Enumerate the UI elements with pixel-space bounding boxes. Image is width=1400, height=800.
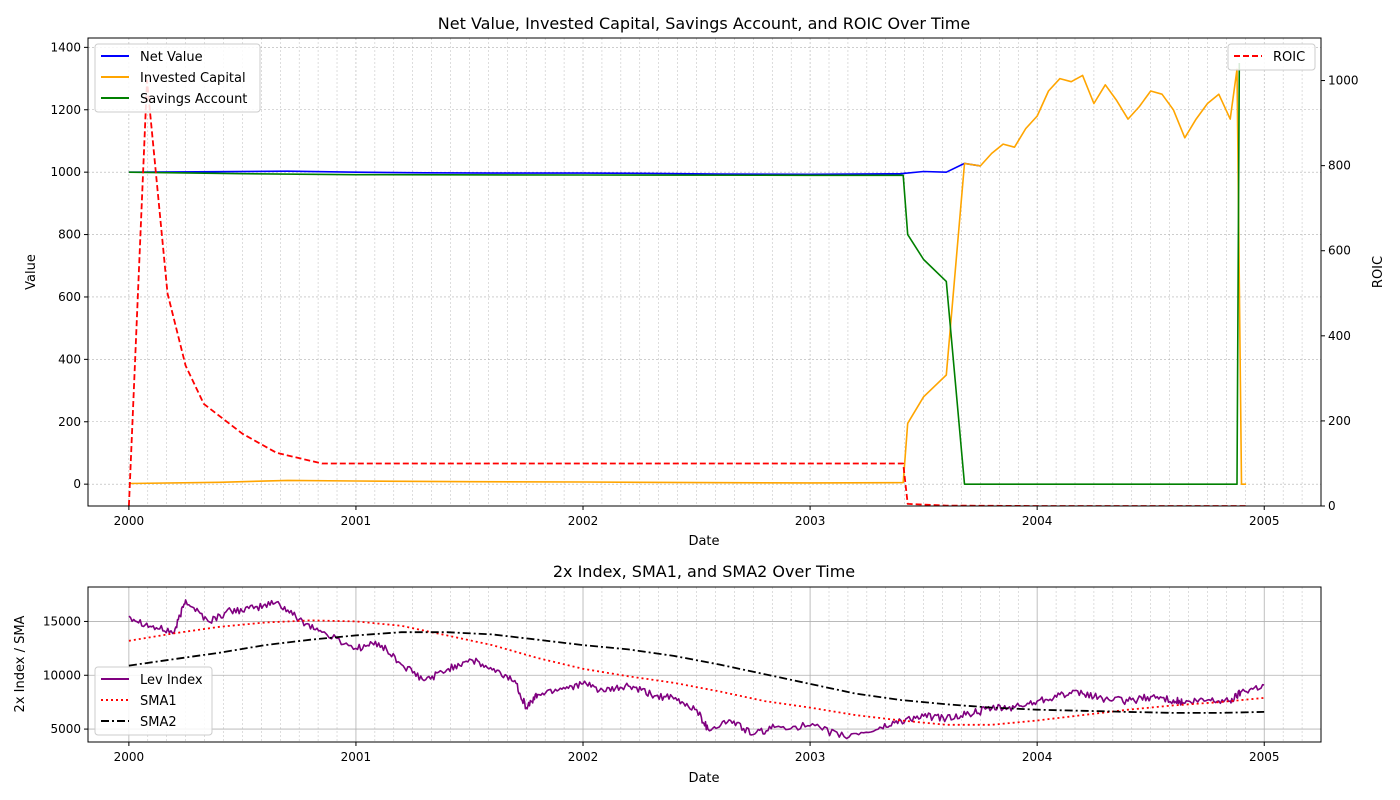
y-tick-label: 1200 [50,103,81,117]
y-tick-label: 400 [58,352,81,366]
y-tick-label: 0 [73,477,81,491]
bottom-chart-title: 2x Index, SMA1, and SMA2 Over Time [553,562,855,581]
x-tick-label: 2004 [1022,750,1053,764]
bottom-x-axis: 2000 2001 2002 2003 2004 2005 [114,742,1280,764]
y2-tick-label: 1000 [1328,74,1359,88]
top-chart-grid [88,38,1321,506]
y-tick-label: 1000 [50,165,81,179]
x-tick-label: 2001 [341,750,372,764]
y-tick-label: 15000 [43,614,81,628]
x-tick-label: 2002 [568,750,599,764]
y2-tick-label: 200 [1328,414,1351,428]
top-legend-right: ROIC [1227,43,1316,71]
bottom-chart-series [128,599,1265,740]
legend-label-sma2: SMA2 [140,715,177,730]
top-y-axis: 0 200 400 600 800 1000 1200 1400 [50,40,88,491]
legend-label-invested-capital: Invested Capital [140,71,246,86]
top-chart: Net Value, Invested Capital, Savings Acc… [24,14,1386,549]
top-legend-left: Net Value Invested Capital Savings Accou… [94,43,261,113]
series-line-sma1 [128,619,1265,726]
y-tick-label: 10000 [43,668,81,682]
series-line-savings-account [128,62,1241,485]
x-tick-label: 2003 [795,514,826,528]
y2-tick-label: 0 [1328,499,1336,513]
x-tick-label: 2001 [341,514,372,528]
bottom-y-axis: 5000 10000 15000 [43,614,88,736]
legend-label-savings-account: Savings Account [140,92,247,107]
legend-box [94,43,261,113]
legend-label-roic: ROIC [1273,50,1305,65]
series-line-lev-index [128,599,1265,740]
top-chart-frame [87,37,1322,507]
y-tick-label: 5000 [50,722,81,736]
y-tick-label: 800 [58,228,81,242]
bottom-chart-grid [88,587,1321,742]
legend-label-lev-index: Lev Index [140,673,203,688]
series-line-sma2 [128,631,1265,714]
x-tick-label: 2003 [795,750,826,764]
x-tick-label: 2000 [114,750,145,764]
legend-box [94,666,213,736]
series-line-roic [128,79,1247,506]
series-line-net-value [128,162,981,176]
x-tick-label: 2005 [1249,750,1280,764]
x-tick-label: 2004 [1022,514,1053,528]
legend-box [1227,43,1316,71]
legend-label-net-value: Net Value [140,50,203,65]
bottom-y-axis-label: 2x Index / SMA [13,615,28,712]
top-chart-title: Net Value, Invested Capital, Savings Acc… [438,14,970,33]
top-y2-axis: 0 200 400 600 800 1000 [1321,74,1359,513]
x-tick-label: 2005 [1249,514,1280,528]
top-chart-series [128,62,1247,506]
y-tick-label: 1400 [50,40,81,54]
top-x-axis-label: Date [688,534,719,549]
top-y2-axis-label: ROIC [1371,256,1386,288]
x-tick-label: 2002 [568,514,599,528]
bottom-chart-frame [87,586,1322,743]
series-line-invested-capital [128,68,1247,485]
bottom-legend: Lev Index SMA1 SMA2 [94,666,213,736]
y-tick-label: 600 [58,290,81,304]
bottom-chart: 2x Index, SMA1, and SMA2 Over Time 2000 2… [13,562,1322,786]
legend-label-sma1: SMA1 [140,694,177,709]
top-y-axis-label: Value [24,254,39,290]
y2-tick-label: 800 [1328,159,1351,173]
y2-tick-label: 400 [1328,329,1351,343]
bottom-x-axis-label: Date [688,771,719,786]
y-tick-label: 200 [58,415,81,429]
x-tick-label: 2000 [114,514,145,528]
y2-tick-label: 600 [1328,244,1351,258]
top-x-axis: 2000 2001 2002 2003 2004 2005 [114,506,1280,528]
